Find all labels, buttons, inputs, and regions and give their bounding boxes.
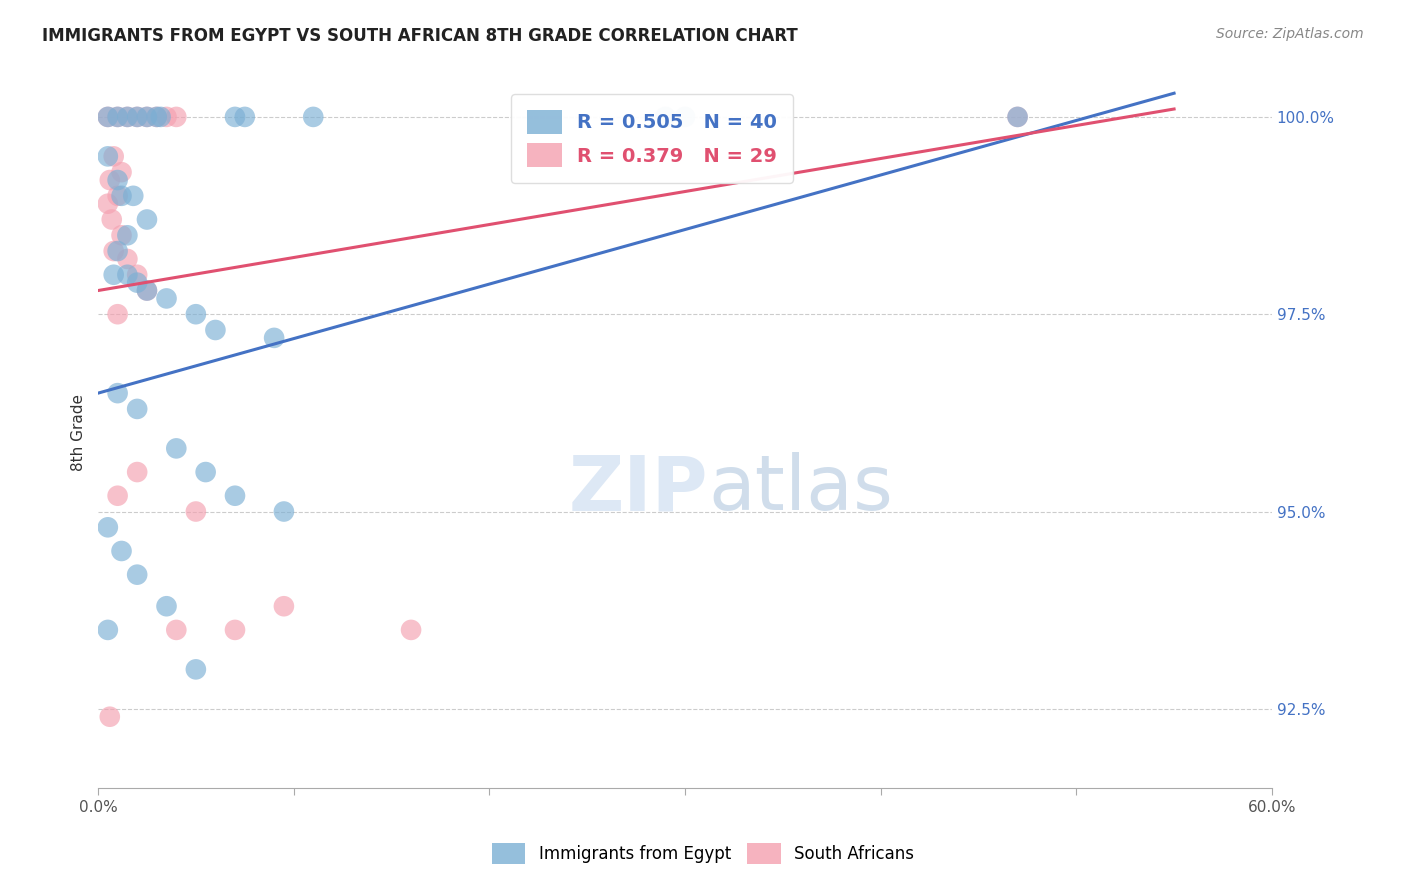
Point [107,307,129,321]
Point [98,710,121,724]
Point [117,110,139,124]
Y-axis label: 8th Grade: 8th Grade [72,394,86,471]
Point [107,489,129,503]
Point [107,173,129,187]
Point [97,196,120,211]
Point [107,386,129,401]
Text: IMMIGRANTS FROM EGYPT VS SOUTH AFRICAN 8TH GRADE CORRELATION CHART: IMMIGRANTS FROM EGYPT VS SOUTH AFRICAN 8… [42,27,799,45]
Point [127,276,149,290]
Point [184,504,207,518]
Point [103,268,125,282]
Point [673,110,696,124]
Point [122,189,145,203]
Point [97,623,120,637]
Point [1007,110,1029,124]
Point [127,401,149,416]
Point [399,623,422,637]
Point [107,110,129,124]
Point [263,331,285,345]
Point [1007,110,1029,124]
Point [110,165,132,179]
Point [654,110,676,124]
Legend: R = 0.505   N = 40, R = 0.379   N = 29: R = 0.505 N = 40, R = 0.379 N = 29 [512,95,793,183]
Point [155,292,177,306]
Point [110,544,132,558]
Point [103,244,125,258]
Point [204,323,226,337]
Point [97,520,120,534]
Point [127,567,149,582]
Point [165,623,187,637]
Point [136,110,159,124]
Point [165,442,187,456]
Point [224,623,246,637]
Point [107,244,129,258]
Point [136,284,159,298]
Point [127,110,149,124]
Point [149,110,172,124]
Point [103,149,125,163]
Point [155,599,177,614]
Point [136,212,159,227]
Point [127,465,149,479]
Point [145,110,167,124]
Point [233,110,256,124]
Point [184,307,207,321]
Point [155,110,177,124]
Point [273,504,295,518]
Point [97,110,120,124]
Point [273,599,295,614]
Point [224,489,246,503]
Point [145,110,167,124]
Point [110,189,132,203]
Point [98,173,121,187]
Text: Source: ZipAtlas.com: Source: ZipAtlas.com [1216,27,1364,41]
Point [97,110,120,124]
Point [107,110,129,124]
Point [97,149,120,163]
Point [117,268,139,282]
Point [107,189,129,203]
Point [165,110,187,124]
Point [194,465,217,479]
Point [127,110,149,124]
Point [127,268,149,282]
Point [136,284,159,298]
Point [117,110,139,124]
Point [110,228,132,243]
Point [136,110,159,124]
Point [117,228,139,243]
Text: ZIP: ZIP [569,452,709,526]
Point [184,662,207,676]
Point [117,252,139,266]
Point [302,110,325,124]
Point [100,212,122,227]
Point [224,110,246,124]
Text: atlas: atlas [709,452,893,526]
Legend: Immigrants from Egypt, South Africans: Immigrants from Egypt, South Africans [485,837,921,871]
